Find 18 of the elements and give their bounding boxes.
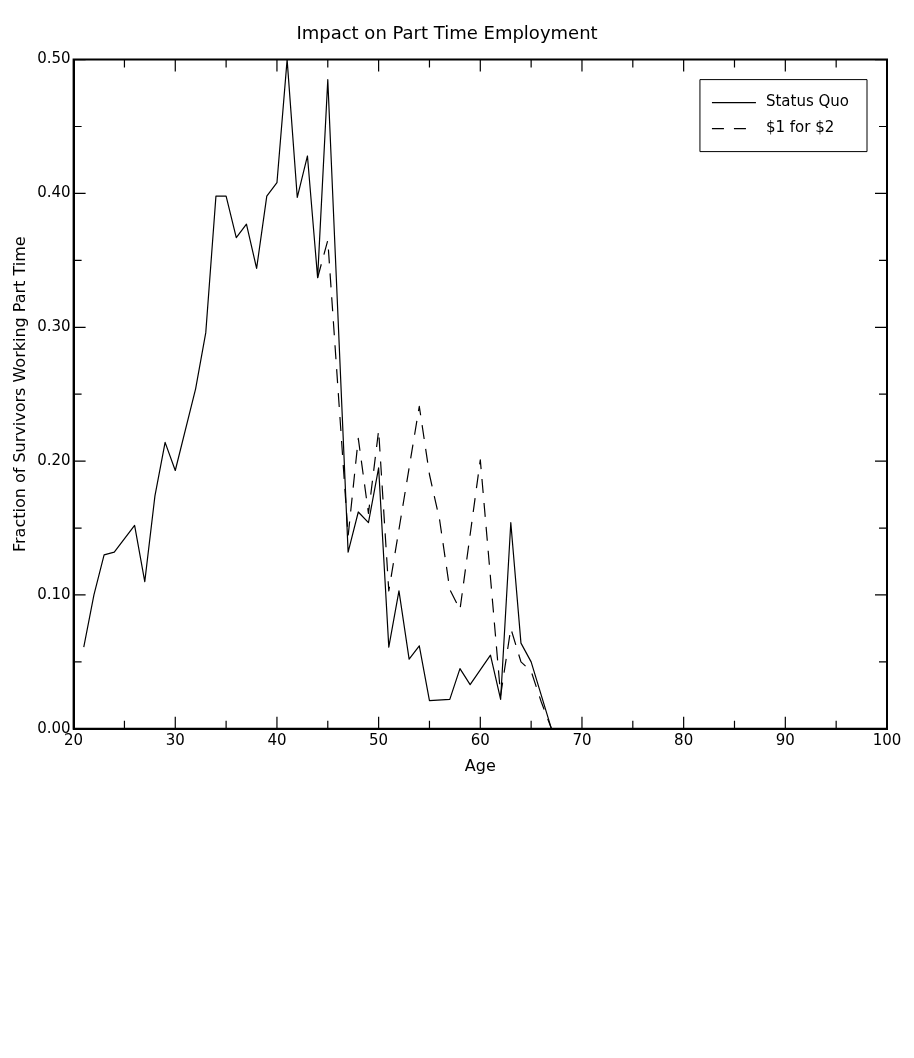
x-tick-label: 30 <box>165 730 185 749</box>
x-tick-label: 80 <box>674 730 694 749</box>
legend-label: $1 for $2 <box>765 118 835 137</box>
y-tick-label: 0.50 <box>37 49 71 68</box>
x-tick-label: 100 <box>872 730 902 749</box>
x-axis-title: Age <box>464 755 496 775</box>
y-tick-label: 0.20 <box>37 451 71 470</box>
chart-title: Impact on Part Time Employment <box>296 22 598 44</box>
x-tick-label: 60 <box>470 730 490 749</box>
x-tick-label: 90 <box>775 730 795 749</box>
legend-label: Status Quo <box>765 92 850 111</box>
x-tick-label: 50 <box>369 730 389 749</box>
x-tick-label: 40 <box>267 730 287 749</box>
y-tick-label: 0.10 <box>37 584 71 603</box>
y-axis-title: Fraction of Survivors Working Part Time <box>9 236 29 553</box>
y-tick-label: 0.30 <box>37 317 71 336</box>
x-tick-label: 70 <box>572 730 592 749</box>
y-tick-label: 0.40 <box>37 183 71 202</box>
